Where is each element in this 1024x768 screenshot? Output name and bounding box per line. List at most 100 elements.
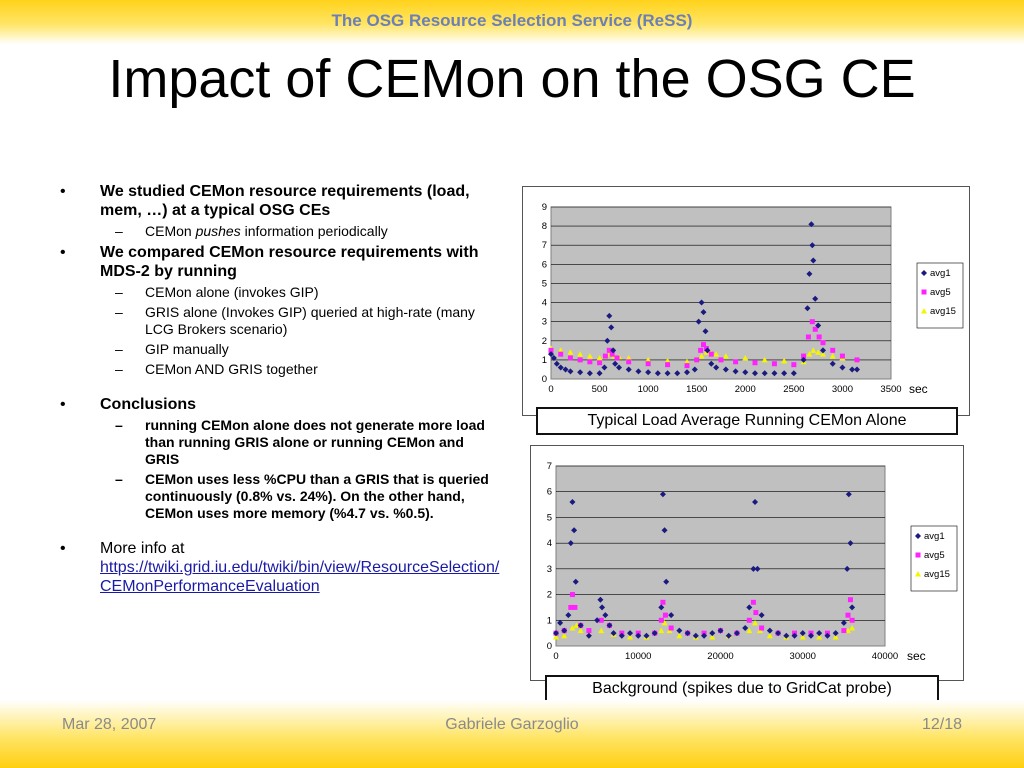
x-tick-label: 500 xyxy=(592,384,608,395)
data-point xyxy=(658,617,664,623)
data-point xyxy=(752,360,758,366)
data-point xyxy=(704,347,711,354)
data-point xyxy=(805,334,811,340)
data-point xyxy=(567,540,574,547)
data-point xyxy=(676,632,683,639)
data-point xyxy=(799,634,806,640)
data-point xyxy=(609,351,615,357)
data-point xyxy=(816,630,823,637)
data-point xyxy=(627,630,634,637)
data-point xyxy=(839,353,845,359)
data-point xyxy=(708,360,715,367)
data-point xyxy=(806,270,813,277)
data-point xyxy=(561,627,568,634)
x-tick-label: 3000 xyxy=(832,384,853,395)
data-point xyxy=(571,527,578,534)
footer-author: Gabriele Garzoglio xyxy=(445,716,579,733)
data-point xyxy=(602,612,609,619)
data-point xyxy=(701,342,707,348)
data-point xyxy=(709,630,716,637)
data-point xyxy=(725,632,732,639)
data-point xyxy=(709,634,716,640)
data-point xyxy=(557,364,564,371)
data-point xyxy=(733,630,740,637)
data-point xyxy=(586,353,593,359)
data-point xyxy=(708,351,714,357)
y-tick-label: 0 xyxy=(542,374,547,385)
sub-bullet-text: CEMon alone (invokes GIP) xyxy=(145,284,319,300)
bullet-item: • More info at https://twiki.grid.iu.edu… xyxy=(60,539,500,596)
data-point xyxy=(548,351,554,358)
y-tick-label: 4 xyxy=(547,538,552,549)
load-chart-panel: 0 1 2 3 4 5 6 7 8 9 0 500 1000 1500 2000 2500 3000 3500 se… xyxy=(522,186,970,416)
x-tick-label: 2000 xyxy=(735,384,756,395)
data-point xyxy=(847,597,853,603)
data-point xyxy=(746,627,753,634)
data-point xyxy=(781,370,788,377)
data-point xyxy=(610,347,617,354)
data-point xyxy=(761,370,768,377)
y-tick-label: 8 xyxy=(542,221,547,232)
data-point xyxy=(810,257,817,264)
data-point xyxy=(742,625,749,631)
legend-label: avg15 xyxy=(924,569,950,580)
data-point xyxy=(573,622,580,628)
y-tick-label: 3 xyxy=(542,317,547,328)
data-point xyxy=(586,628,592,634)
sub-bullet-item: – CEMon uses less %CPU than a GRIS that i… xyxy=(115,471,489,521)
data-point xyxy=(820,351,826,357)
data-point xyxy=(810,347,817,353)
data-point xyxy=(700,309,707,316)
legend-label: avg15 xyxy=(930,306,956,317)
data-point xyxy=(604,337,611,344)
data-point xyxy=(586,370,593,377)
data-point xyxy=(658,604,665,611)
data-point xyxy=(598,627,605,634)
data-point xyxy=(815,349,822,355)
background-chart-panel: 0 1 2 3 4 5 6 7 0 10000 20000 30000 40000 sec avg1 avg5… xyxy=(530,445,964,681)
data-point xyxy=(645,361,651,367)
bullet-text: We compared CEMon resource requirements … xyxy=(100,244,479,280)
data-point xyxy=(832,630,839,637)
data-point xyxy=(816,334,822,340)
data-point xyxy=(839,364,846,371)
data-point xyxy=(820,340,826,346)
plot-area xyxy=(555,465,886,647)
data-point xyxy=(820,347,826,354)
data-point xyxy=(558,351,564,357)
footer-band xyxy=(0,700,1024,768)
data-point xyxy=(668,612,675,619)
data-point xyxy=(569,625,576,631)
data-point xyxy=(661,619,668,626)
data-point xyxy=(596,354,603,361)
data-point xyxy=(606,312,613,319)
data-point xyxy=(594,617,601,624)
data-point xyxy=(766,627,773,634)
data-point xyxy=(602,353,608,359)
more-info-link[interactable]: https://twiki.grid.iu.edu/twiki/bin/view… xyxy=(100,559,500,595)
y-tick-label: 1 xyxy=(542,355,547,366)
y-tick-label: 5 xyxy=(542,278,547,289)
data-point xyxy=(692,632,699,639)
y-tick-label: 5 xyxy=(547,512,552,523)
data-point xyxy=(698,353,705,359)
data-point xyxy=(800,356,807,363)
sub-bullet-text: GIP manually xyxy=(145,341,229,357)
data-point xyxy=(612,360,619,367)
data-point xyxy=(791,632,798,639)
load-chart-caption: Typical Load Average Running CEMon Alone xyxy=(536,407,958,435)
data-point xyxy=(775,630,782,637)
data-point xyxy=(557,619,564,626)
background-chart-caption: Background (spikes due to GridCat probe) xyxy=(545,675,939,703)
legend-label: avg5 xyxy=(930,287,951,298)
data-point xyxy=(606,622,613,629)
data-point xyxy=(742,354,749,361)
bullet-item: • We compared CEMon resource requirement… xyxy=(60,243,500,281)
y-tick-label: 9 xyxy=(542,202,547,213)
x-tick-label: 0 xyxy=(553,651,558,662)
data-point xyxy=(809,319,815,325)
data-point xyxy=(815,322,822,329)
sub-bullet-text: CEMon pushes information periodically xyxy=(145,223,388,239)
y-tick-label: 7 xyxy=(542,240,547,251)
data-point xyxy=(812,295,819,302)
